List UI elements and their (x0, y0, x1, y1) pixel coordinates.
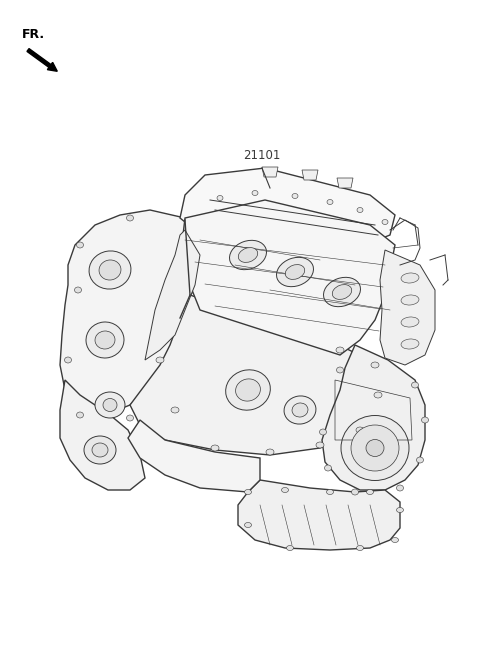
Ellipse shape (327, 199, 333, 205)
Ellipse shape (89, 251, 131, 289)
Polygon shape (238, 480, 400, 550)
Ellipse shape (217, 195, 223, 201)
Polygon shape (262, 167, 278, 177)
Ellipse shape (64, 357, 72, 363)
Ellipse shape (357, 546, 363, 550)
Ellipse shape (287, 546, 293, 550)
Ellipse shape (252, 190, 258, 195)
Ellipse shape (411, 382, 419, 388)
Ellipse shape (127, 215, 133, 221)
Ellipse shape (401, 295, 419, 305)
Ellipse shape (244, 489, 252, 495)
Polygon shape (322, 345, 425, 490)
Ellipse shape (284, 396, 316, 424)
Ellipse shape (211, 445, 219, 451)
Ellipse shape (392, 537, 398, 543)
Ellipse shape (316, 442, 324, 448)
Polygon shape (302, 170, 318, 180)
Ellipse shape (103, 398, 117, 411)
Ellipse shape (244, 522, 252, 527)
Ellipse shape (92, 443, 108, 457)
Ellipse shape (95, 392, 125, 418)
Ellipse shape (356, 427, 364, 433)
Polygon shape (60, 210, 205, 415)
Polygon shape (337, 178, 353, 188)
Ellipse shape (396, 508, 404, 512)
Ellipse shape (417, 457, 423, 463)
Ellipse shape (367, 489, 373, 495)
Ellipse shape (357, 207, 363, 213)
FancyArrow shape (27, 49, 57, 72)
Polygon shape (180, 168, 395, 245)
Ellipse shape (84, 436, 116, 464)
Ellipse shape (341, 415, 409, 480)
Ellipse shape (326, 489, 334, 495)
Polygon shape (128, 420, 260, 492)
Ellipse shape (351, 425, 399, 471)
Polygon shape (130, 295, 385, 455)
Ellipse shape (332, 285, 352, 299)
Ellipse shape (236, 379, 261, 401)
Ellipse shape (276, 257, 313, 287)
Text: FR.: FR. (22, 28, 45, 41)
Ellipse shape (336, 347, 344, 353)
Ellipse shape (238, 247, 258, 262)
Polygon shape (60, 380, 145, 490)
Polygon shape (183, 200, 395, 355)
Ellipse shape (401, 339, 419, 349)
Ellipse shape (226, 370, 270, 410)
Ellipse shape (95, 331, 115, 349)
Ellipse shape (76, 412, 84, 418)
Ellipse shape (320, 429, 326, 435)
Polygon shape (145, 230, 200, 360)
Ellipse shape (336, 367, 344, 373)
Ellipse shape (351, 489, 359, 495)
Ellipse shape (281, 487, 288, 493)
Ellipse shape (396, 485, 404, 491)
Ellipse shape (156, 357, 164, 363)
Ellipse shape (86, 322, 124, 358)
Ellipse shape (401, 273, 419, 283)
Ellipse shape (324, 465, 332, 471)
Ellipse shape (401, 317, 419, 327)
Ellipse shape (382, 220, 388, 224)
Text: 21101: 21101 (243, 149, 281, 162)
Ellipse shape (374, 392, 382, 398)
Ellipse shape (371, 362, 379, 368)
Ellipse shape (292, 403, 308, 417)
Ellipse shape (127, 415, 133, 421)
Ellipse shape (285, 264, 305, 279)
Polygon shape (380, 250, 435, 365)
Ellipse shape (99, 260, 121, 280)
Ellipse shape (324, 277, 360, 306)
Ellipse shape (421, 417, 429, 423)
Ellipse shape (292, 194, 298, 199)
Ellipse shape (366, 440, 384, 457)
Ellipse shape (171, 407, 179, 413)
Ellipse shape (229, 240, 266, 270)
Ellipse shape (76, 242, 84, 248)
Ellipse shape (74, 287, 82, 293)
Ellipse shape (266, 449, 274, 455)
